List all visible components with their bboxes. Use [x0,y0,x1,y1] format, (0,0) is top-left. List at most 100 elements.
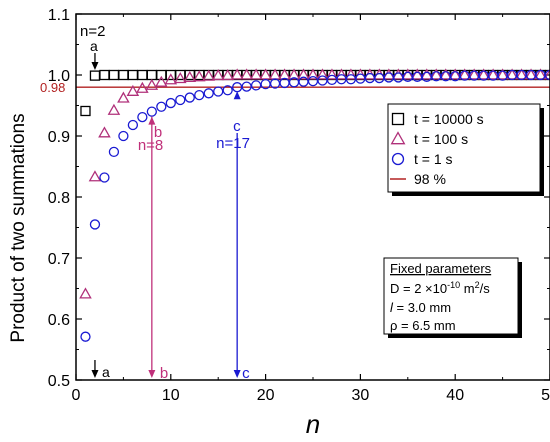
data-point-square [146,69,157,81]
data-point-circle [99,172,110,183]
y-tick-label: 0.9 [48,129,70,146]
data-point-circle [175,94,186,106]
data-point-circle [307,75,319,87]
x-tick-label: 50 [541,387,550,404]
data-point-circle [383,72,394,83]
data-point-circle [156,101,167,112]
data-point-circle [250,80,262,91]
data-point-circle [222,85,233,96]
annotation-b-upper-letter: b [154,124,162,141]
reference-line-group: 0.98 [40,80,550,95]
data-point-triangle [155,75,168,87]
params-length: l = 3.0 mm [390,300,451,315]
data-point-triangle [230,68,244,80]
data-point-triangle [515,68,528,80]
data-point-circle [108,146,120,158]
plot-frame [75,13,550,381]
x-tick-label: 10 [162,387,180,404]
annotation-a-top-arrow-head [91,62,99,70]
data-point-triangle [202,69,216,81]
annotation-b-arrowhead-down [148,370,156,378]
data-point-circle [127,119,139,131]
data-point-triangle [107,103,121,115]
data-point-square [118,69,129,81]
data-point-square [137,69,148,81]
annotation-c-n-label: n=17 [216,135,250,152]
data-point-triangle [505,68,519,80]
data-point-triangle [192,70,206,82]
data-point-triangle [173,72,187,84]
annotation-a-bottom-letter: a [102,364,110,380]
data-point-circle [194,89,205,101]
legend-label: t = 100 s [414,131,468,147]
data-point-triangle [543,68,550,80]
data-point-square [108,69,120,81]
data-point-circle [213,86,224,97]
data-point-square [89,70,101,81]
data-markers [79,68,550,342]
data-point-triangle [136,81,149,93]
data-point-triangle [458,68,471,80]
data-point-triangle [287,68,301,80]
x-tick-label: 20 [257,387,275,404]
data-point-circle [203,88,214,99]
data-point-circle [118,130,129,142]
data-point-circle [146,106,157,117]
annotation-b-arrowhead-up [148,116,156,125]
data-point-triangle [344,68,358,80]
data-point-triangle [126,84,140,96]
data-point-triangle [534,68,547,80]
data-point-triangle [325,68,339,80]
annotation-c-lower-letter: c [242,365,250,382]
data-point-triangle [79,287,92,299]
annotation-c-upper-letter: c [233,118,241,135]
y-tick-label: 0.8 [48,190,70,207]
y-tick-label: 0.6 [48,312,70,329]
data-point-triangle [240,68,253,80]
legend-box [387,103,541,193]
data-point-triangle [335,68,348,80]
x-tick-label: 30 [352,387,370,404]
legend-items: t = 10000 s t = 100 s t = 1 s 98 % [390,111,484,187]
params-diffusivity: D = 2 ×10-10 m2/s [390,280,490,296]
data-point-circle [544,69,550,81]
annotation-a-bottom-arrow-head [91,370,99,378]
data-point-circle [374,72,385,84]
data-point-square [99,69,110,81]
axis-ticks: 0 10 20 30 40 50 0.5 0.6 0.7 0.8 0.9 1.0 1.1 [48,7,550,404]
legend-symbol-triangle [390,131,406,145]
data-point-square [127,69,139,81]
y-axis-label: Product of two summations [8,113,29,342]
data-point-triangle [524,68,538,80]
data-point-circle [393,72,404,83]
annotation-a-top-letter: a [90,38,98,54]
data-point-triangle [297,68,310,80]
data-point-triangle [88,170,102,182]
data-point-triangle [429,68,443,80]
legend-label: 98 % [414,171,446,187]
data-point-circle [364,72,376,84]
y-tick-label: 0.5 [48,373,70,390]
data-point-triangle [496,68,509,80]
data-point-triangle [117,91,130,103]
data-point-triangle [439,68,453,80]
data-point-circle [317,75,328,86]
annotation-c-arrowhead-up [233,91,241,100]
legend: t = 10000 s t = 100 s t = 1 s 98 % [387,103,544,196]
data-point-circle [80,331,91,342]
data-point-triangle [145,78,159,90]
data-point-circle [165,97,176,109]
legend-label: t = 10000 s [414,111,484,127]
annotation-n2-label: n=2 [80,23,105,40]
annotation-b-lower-letter: b [160,365,168,382]
legend-label: t = 1 s [414,151,453,167]
data-point-circle [137,111,148,123]
data-point-triangle [259,68,272,80]
params-box [383,257,519,335]
data-point-triangle [98,126,111,138]
data-point-circle [89,219,101,230]
data-point-triangle [211,68,225,81]
data-point-triangle [401,68,415,80]
